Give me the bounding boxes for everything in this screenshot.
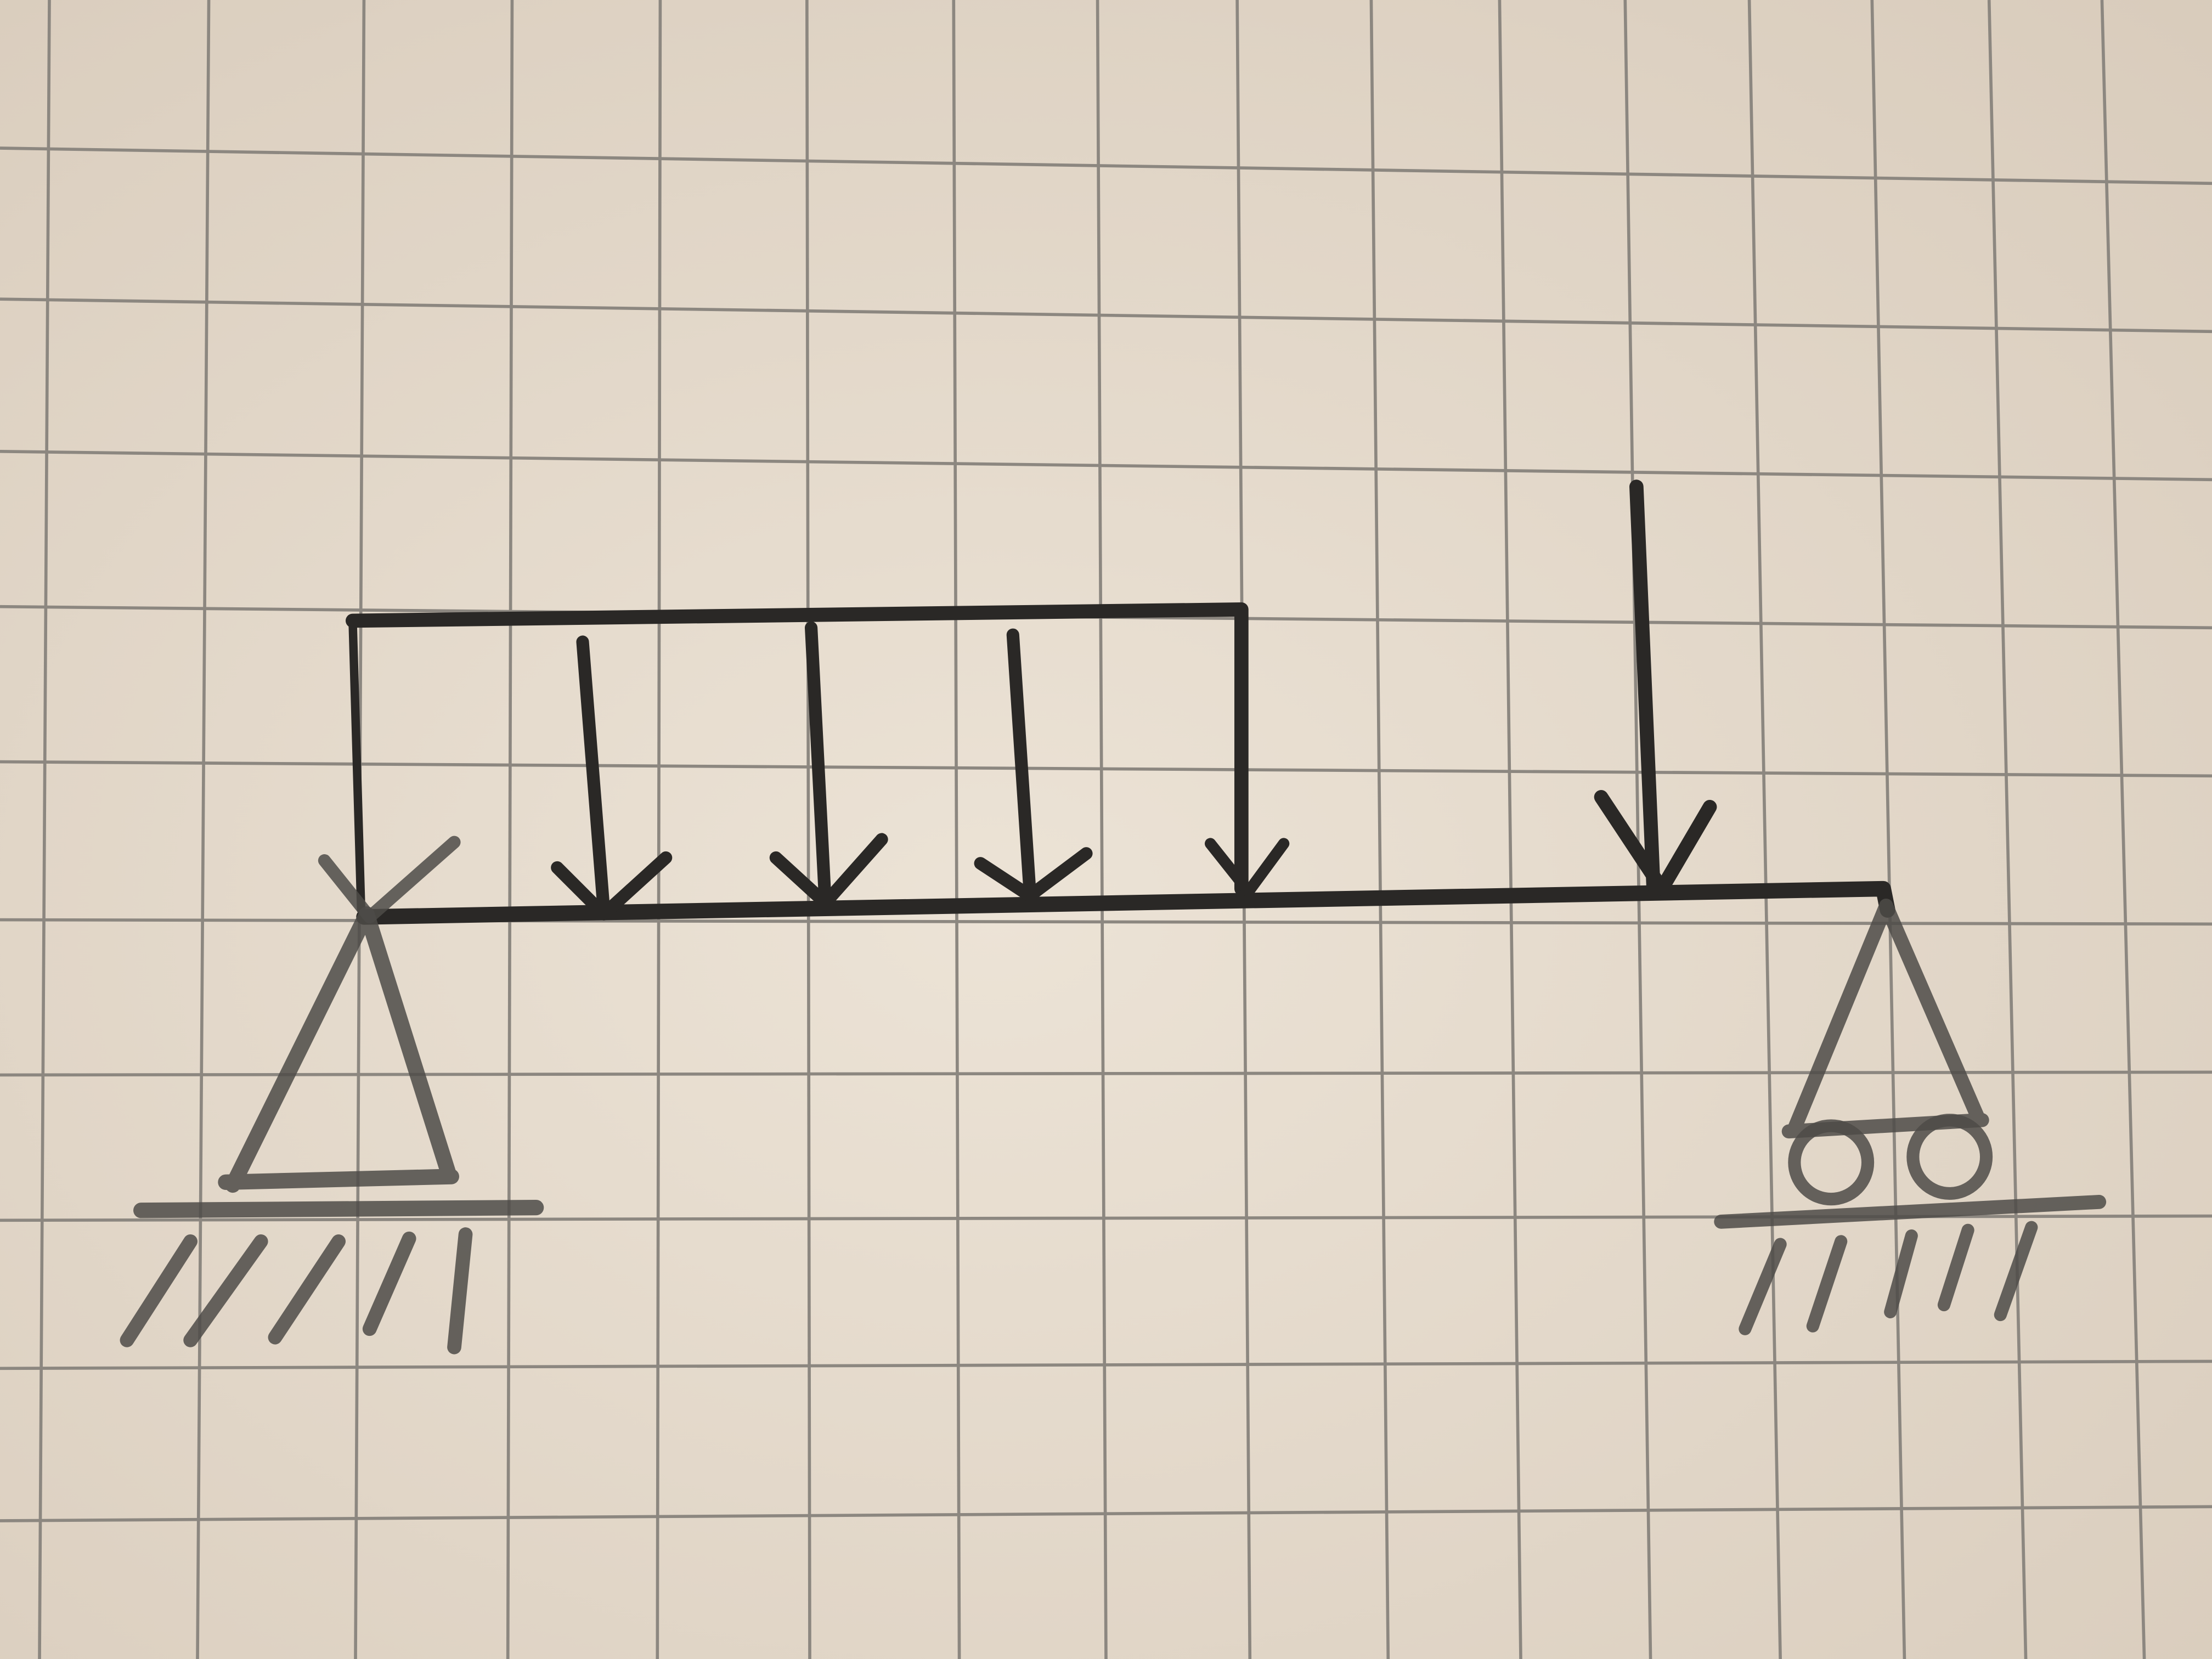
pin-support: [120, 836, 544, 1355]
beam-diagram: [120, 479, 2107, 1355]
distributed-load: [346, 602, 1290, 921]
roller-support: [1714, 899, 2107, 1335]
point-load: [1594, 479, 1717, 896]
